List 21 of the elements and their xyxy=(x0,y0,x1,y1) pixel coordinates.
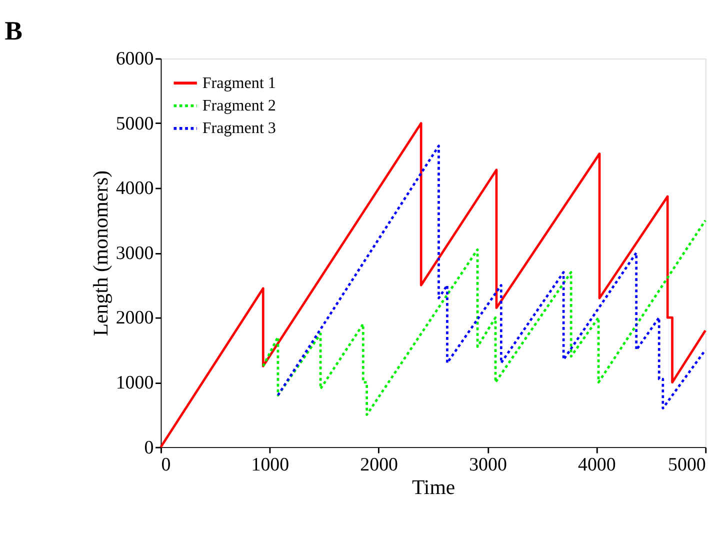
legend-label: Fragment 1 xyxy=(202,74,276,92)
line-series xyxy=(276,144,707,410)
chart-title: B xyxy=(4,16,22,46)
legend-label: Fragment 3 xyxy=(202,120,276,138)
y-tick-label: 4000 xyxy=(116,178,154,200)
y-tick-label: 3000 xyxy=(116,242,154,264)
y-tick-label: 5000 xyxy=(116,113,154,134)
x-tick-label: 3000 xyxy=(469,454,507,476)
y-axis-title: Length (monomers) xyxy=(89,170,112,336)
x-tick-label: 0 xyxy=(161,454,171,476)
x-tick-label: 2000 xyxy=(360,454,398,476)
y-tick-label: 6000 xyxy=(116,48,154,70)
legend-label: Fragment 2 xyxy=(202,97,276,114)
line-series xyxy=(262,219,707,416)
x-tick-label: 5000 xyxy=(668,454,706,476)
y-tick-label: 2000 xyxy=(116,308,154,329)
x-axis-title: Time xyxy=(412,476,456,499)
x-tick-label: 4000 xyxy=(578,454,616,476)
y-tick-label: 0 xyxy=(144,437,154,458)
x-tick-label: 1000 xyxy=(251,454,290,476)
y-tick-label: 1000 xyxy=(116,372,154,394)
